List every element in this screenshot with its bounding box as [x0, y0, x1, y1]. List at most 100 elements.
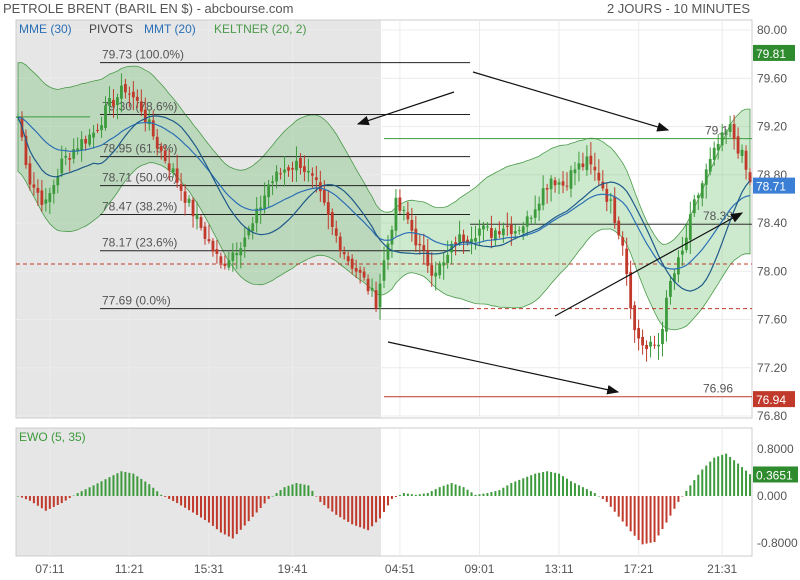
candle-body [207, 239, 211, 242]
candle-body [175, 168, 179, 183]
candle-body [509, 224, 513, 235]
y-tick-label: 78.40 [757, 216, 787, 230]
candle-body [155, 136, 159, 149]
candle-body [235, 253, 239, 256]
price-badge [753, 177, 795, 194]
candle-body [151, 120, 155, 137]
ewo-bar [681, 496, 684, 497]
candle-body [243, 237, 247, 247]
ewo-bar [554, 472, 557, 496]
candle-body [326, 202, 330, 215]
ewo-bar [542, 472, 545, 496]
candle-body [239, 248, 243, 256]
previous-session-shade-ewo [16, 428, 381, 556]
candle-body [56, 176, 60, 186]
ewo-bar [48, 496, 51, 509]
candle-body [271, 181, 275, 184]
candle-body [255, 208, 259, 224]
candle-body [139, 101, 143, 112]
candle-body [406, 212, 410, 220]
ewo-bar [637, 496, 640, 541]
candle-body [549, 178, 553, 190]
ewo-bar [215, 496, 218, 530]
candle-body [279, 173, 282, 175]
ewo-bar [434, 489, 437, 496]
ewo-bar [625, 496, 628, 527]
ewo-bar [60, 496, 63, 504]
candle-body [92, 132, 95, 138]
ewo-bar [669, 496, 672, 516]
ewo-bar [148, 484, 151, 496]
candle-body [700, 183, 704, 199]
candle-body [40, 190, 44, 205]
candle-body [227, 260, 231, 268]
ewo-bar [609, 496, 612, 507]
ewo-title: EWO (5, 35) [19, 430, 86, 444]
ewo-bar [725, 453, 728, 496]
ewo-bar [502, 487, 505, 496]
candle-body [708, 158, 712, 172]
candle-body [88, 134, 91, 145]
ewo-bar [601, 496, 604, 499]
ewo-bar [430, 491, 433, 496]
candle-body [394, 197, 398, 231]
period-label: 2 JOURS - 10 MINUTES [606, 1, 750, 16]
indicator-label: PIVOTS [89, 22, 133, 36]
ewo-bar [259, 496, 262, 508]
candle-body [159, 146, 163, 151]
ewo-bar [363, 496, 366, 529]
candle-body [442, 262, 446, 266]
ewo-badge [753, 466, 798, 483]
ewo-bar [203, 496, 206, 521]
candle-body [334, 228, 338, 236]
ewo-bar [287, 485, 290, 496]
candle-body [521, 226, 525, 233]
ewo-bar [418, 494, 421, 496]
candle-body [493, 230, 497, 241]
ewo-bar [291, 484, 294, 496]
ewo-bar [132, 473, 135, 496]
candle-body [696, 195, 700, 199]
ewo-bar [295, 483, 298, 496]
candle-body [593, 166, 597, 171]
ewo-bar [32, 496, 35, 504]
candle-body [501, 228, 505, 236]
ewo-bar [307, 485, 310, 496]
ewo-bar [359, 496, 362, 528]
ewo-bar [741, 467, 744, 496]
candle-body [358, 269, 362, 273]
candle-body [466, 239, 469, 242]
ewo-bar [219, 496, 222, 533]
candle-body [310, 173, 314, 176]
y-tick-label: 77.60 [757, 313, 787, 327]
ewo-bar [550, 472, 553, 496]
ewo-bar [689, 485, 692, 496]
x-tick-label: 13:11 [544, 562, 573, 576]
ewo-bar [20, 496, 23, 498]
y-tick-label: 78.00 [757, 264, 787, 278]
y-tick-label: 79.60 [757, 71, 787, 85]
candle-body [366, 278, 370, 292]
ewo-bar [454, 484, 457, 496]
ewo-bar [231, 496, 234, 539]
candle-body [104, 105, 107, 128]
ewo-bar [371, 496, 374, 527]
candle-body [430, 265, 434, 276]
ewo-bar [112, 475, 115, 496]
candle-body [215, 249, 219, 254]
candle-body [533, 209, 537, 218]
ewo-bar [279, 490, 282, 496]
ewo-bar [506, 485, 509, 496]
y-tick-label: 77.20 [757, 361, 787, 375]
ewo-bar [156, 491, 159, 496]
candle-body [716, 143, 720, 151]
candle-body [116, 97, 119, 106]
ewo-panel-frame [15, 427, 753, 557]
ewo-bar [311, 490, 314, 496]
candle-body [438, 263, 442, 276]
candle-body [68, 157, 72, 160]
candle-body [135, 96, 139, 101]
x-tick-label: 04:51 [385, 562, 415, 576]
mme-line [17, 116, 751, 270]
